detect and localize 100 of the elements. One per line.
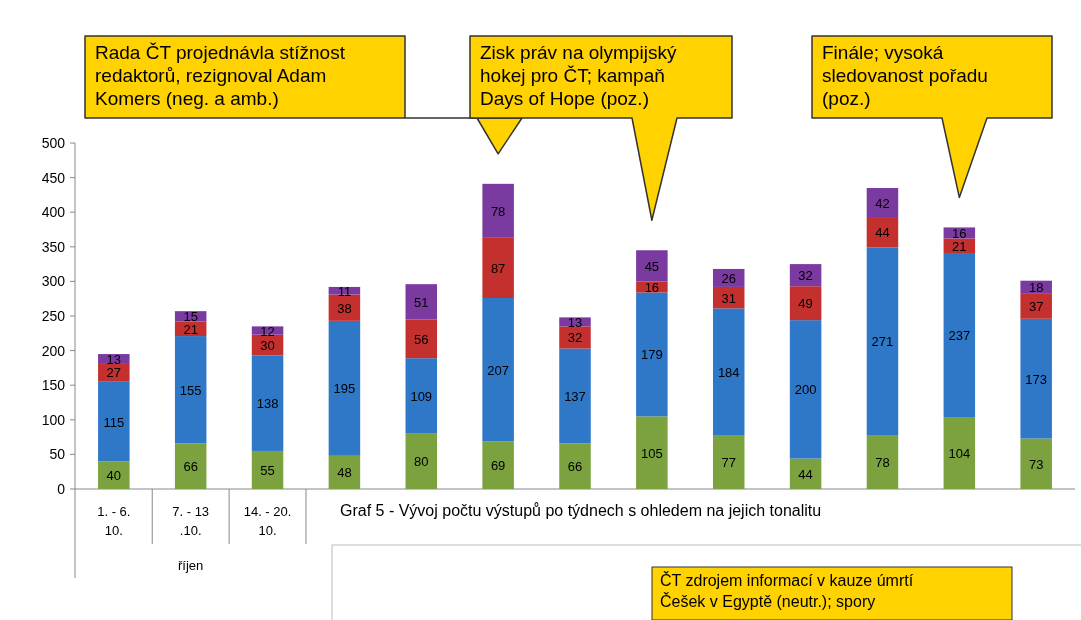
data-label: 13 — [106, 351, 122, 367]
data-label: 56 — [414, 331, 429, 347]
data-label: 37 — [1028, 298, 1044, 314]
bar — [482, 298, 514, 442]
data-label: 87 — [490, 260, 506, 276]
data-label: 207 — [487, 362, 509, 378]
y-tick-label: 100 — [41, 411, 66, 428]
text: Zisk práv na olympijský hokej pro ČT; kampaň Days of Hope (poz.) — [480, 42, 677, 109]
bar — [866, 187, 899, 218]
x-tick-label: 14. - 20. 10. — [243, 504, 292, 538]
y-tick-label: 500 — [41, 135, 66, 151]
bar — [559, 443, 591, 489]
bar — [405, 319, 438, 359]
bar — [482, 441, 514, 489]
y-tick-label: 50 — [49, 446, 66, 463]
data-label: 78 — [875, 455, 890, 471]
text: Finále; vysoká sledovanost pořadu (poz.) — [822, 42, 988, 109]
bar — [636, 292, 668, 417]
x-tick-label: 1. - 6. 10. — [97, 504, 131, 538]
data-label: 69 — [490, 458, 506, 474]
data-label: 195 — [333, 381, 356, 397]
data-label: 80 — [414, 454, 429, 470]
bar — [712, 308, 745, 436]
data-label: 18 — [1028, 279, 1044, 295]
bar — [943, 417, 976, 489]
bar — [98, 461, 130, 489]
y-tick-label: 400 — [41, 204, 66, 221]
data-label: 109 — [410, 388, 433, 404]
data-label: 48 — [337, 465, 352, 481]
bar — [712, 435, 745, 489]
data-label: 55 — [260, 462, 275, 478]
bar — [559, 348, 591, 444]
data-label: 31 — [721, 290, 736, 306]
data-label: 21 — [952, 238, 967, 254]
data-label: 16 — [952, 225, 967, 241]
data-label: 104 — [948, 446, 971, 462]
bar — [789, 286, 822, 321]
data-label: 30 — [260, 338, 275, 354]
data-label: 16 — [644, 279, 660, 295]
y-tick-label: 450 — [41, 169, 66, 186]
bar — [636, 250, 668, 282]
data-label: 66 — [567, 459, 583, 475]
data-label: 40 — [106, 468, 122, 484]
data-label: 38 — [337, 300, 352, 316]
data-label: 137 — [564, 388, 586, 404]
data-label: 27 — [106, 365, 122, 381]
data-label: 138 — [256, 396, 279, 412]
y-tick-label: 350 — [41, 238, 66, 255]
data-label: 32 — [567, 330, 583, 346]
bar — [328, 320, 361, 456]
bar — [482, 183, 514, 238]
data-label: 42 — [875, 195, 890, 211]
text: Graf 5 - Vývoj počtu výstupů po týdnech s ohledem na jejich tonalitu — [340, 502, 822, 519]
text: Rada ČT projednávla stížnost redaktorů, rezignoval Adam Komers (neg. a amb.) — [95, 42, 346, 109]
bar — [943, 253, 976, 418]
data-label: 115 — [103, 414, 125, 430]
data-label: 184 — [717, 365, 740, 381]
y-tick-label: 250 — [41, 308, 66, 324]
bar — [866, 435, 899, 489]
y-tick-label: 200 — [41, 342, 66, 359]
data-label: 11 — [337, 283, 352, 299]
bar — [1020, 438, 1052, 489]
bar — [405, 284, 438, 320]
data-label: 155 — [179, 382, 202, 398]
y-tick-label: 150 — [41, 377, 66, 394]
bar — [482, 237, 514, 299]
data-label: 73 — [1028, 456, 1044, 472]
data-label: 32 — [798, 268, 813, 284]
text: říjen — [178, 558, 204, 573]
bar — [174, 336, 207, 444]
data-label: 105 — [641, 445, 663, 461]
bar — [405, 433, 438, 489]
bar — [1020, 318, 1052, 439]
bar — [866, 247, 899, 436]
data-label: 271 — [871, 334, 894, 350]
bar — [98, 363, 130, 382]
data-label: 237 — [948, 328, 971, 344]
data-label: 78 — [490, 203, 506, 219]
bar — [789, 320, 822, 459]
text: ČT zdrojem informací v kauze úmrtí Češek v Egyptě (neutr.); spory — [660, 571, 914, 610]
data-label: 45 — [644, 258, 660, 274]
bar — [405, 358, 438, 434]
y-tick-label: 300 — [41, 273, 66, 290]
bar — [98, 381, 130, 462]
x-tick-label: 7. - 13 .10. — [172, 504, 210, 538]
data-label: 44 — [875, 225, 890, 241]
data-label: 77 — [721, 455, 736, 471]
data-label: 26 — [721, 270, 736, 286]
data-label: 51 — [414, 294, 429, 310]
bar — [174, 443, 207, 489]
bar — [251, 450, 284, 489]
data-label: 13 — [567, 314, 583, 330]
y-tick-label: 0 — [57, 481, 66, 497]
data-label: 179 — [641, 347, 663, 363]
data-label: 49 — [798, 296, 813, 312]
data-label: 44 — [798, 466, 813, 482]
bar — [559, 326, 591, 349]
data-label: 173 — [1025, 371, 1048, 387]
data-label: 200 — [794, 382, 817, 398]
bar — [636, 416, 668, 489]
